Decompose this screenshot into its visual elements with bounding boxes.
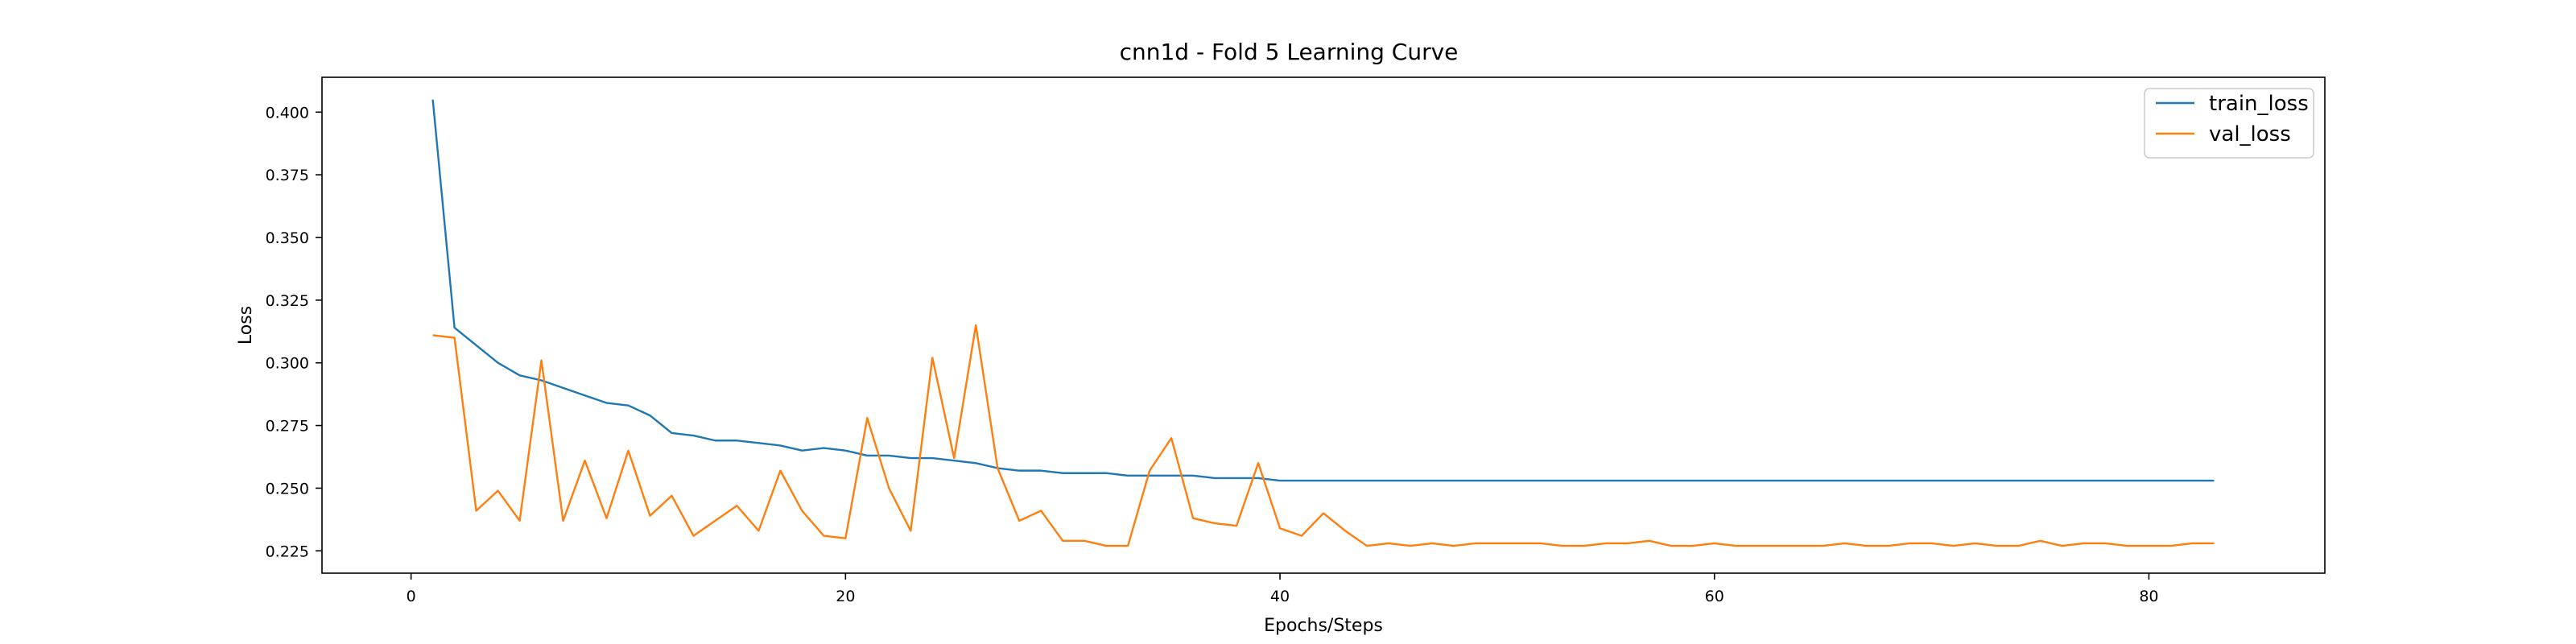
chart-title: cnn1d - Fold 5 Learning Curve <box>1120 39 1459 65</box>
y-axis-ticks: 0.225 0.250 0.275 0.300 0.325 0.350 0.375 0.400 <box>266 104 322 560</box>
legend-box <box>2144 88 2314 159</box>
plot-area-frame <box>321 76 2326 574</box>
x-tick-label: 80 <box>2139 588 2158 605</box>
y-tick-label: 0.225 <box>266 543 309 560</box>
y-axis-label: Loss <box>236 306 256 345</box>
x-tick-label: 20 <box>836 588 855 605</box>
legend: train_loss val_loss <box>2144 88 2314 159</box>
series-line-val-loss <box>432 324 2215 547</box>
series-layer <box>431 99 2215 547</box>
y-tick-label: 0.250 <box>266 480 309 497</box>
y-tick-label: 0.350 <box>266 229 309 247</box>
x-axis-label: Epochs/Steps <box>1264 616 1383 636</box>
legend-label-val-loss: val_loss <box>2209 122 2291 147</box>
x-tick-label: 60 <box>1705 588 1724 605</box>
x-axis-ticks: 0 20 40 60 80 <box>407 573 2159 605</box>
y-tick-label: 0.275 <box>266 418 309 436</box>
x-tick-label: 40 <box>1270 588 1290 605</box>
x-tick-label: 0 <box>407 588 416 605</box>
y-tick-label: 0.400 <box>266 104 309 122</box>
series-line-train-loss <box>431 99 2215 482</box>
y-tick-label: 0.375 <box>266 167 309 184</box>
y-tick-label: 0.325 <box>266 292 309 310</box>
y-tick-label: 0.300 <box>266 355 309 373</box>
legend-label-train-loss: train_loss <box>2209 92 2309 116</box>
